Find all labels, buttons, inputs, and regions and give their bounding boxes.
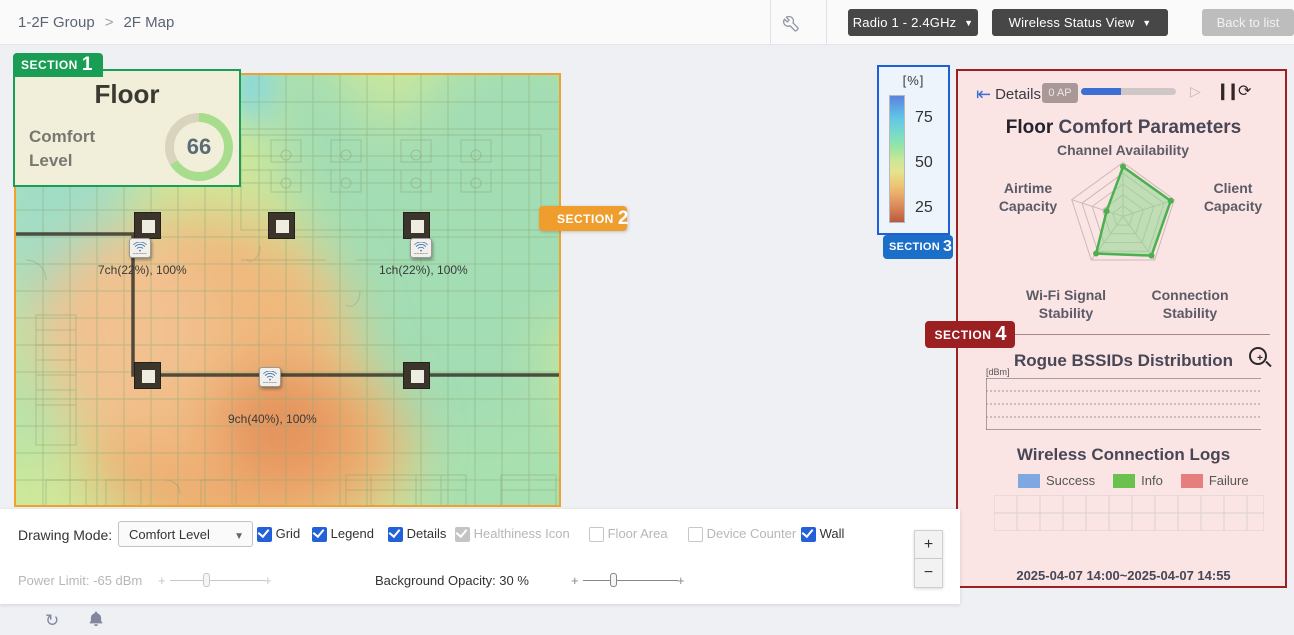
svg-text:Client: Client [1214,180,1253,196]
svg-text:Channel Availability: Channel Availability [1057,142,1189,158]
svg-text:Capacity: Capacity [1204,198,1263,214]
svg-text:Stability: Stability [1039,305,1094,321]
svg-text:Stability: Stability [1163,305,1218,321]
svg-text:Wi-Fi Signal: Wi-Fi Signal [1026,287,1106,303]
svg-text:Connection: Connection [1152,287,1229,303]
svg-text:Airtime: Airtime [1004,180,1052,196]
svg-text:Capacity: Capacity [999,198,1058,214]
